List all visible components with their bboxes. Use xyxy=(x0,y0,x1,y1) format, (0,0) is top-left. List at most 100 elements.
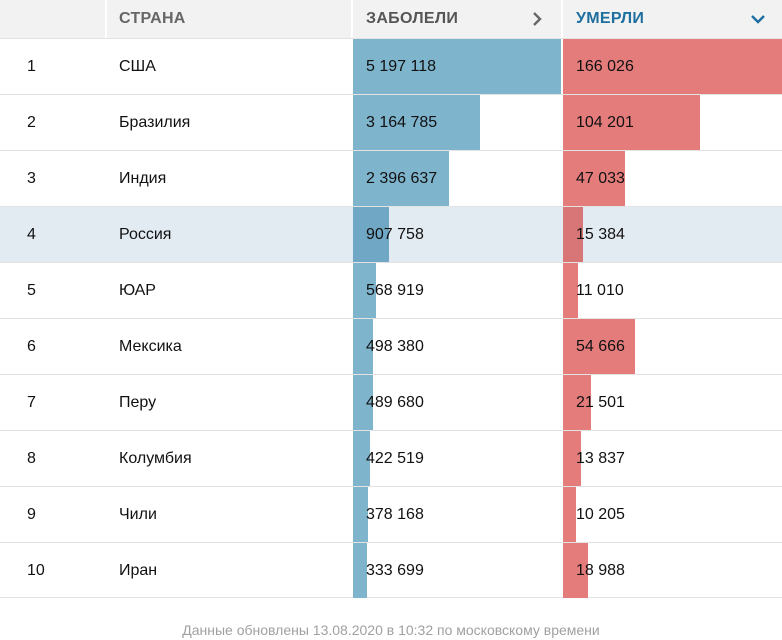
cases-bar xyxy=(353,151,449,206)
table-row: 3 Индия 2 396 637 47 033 xyxy=(0,150,782,206)
cases-bar xyxy=(353,375,373,430)
country-cell: Чили xyxy=(119,505,157,523)
deaths-value: 18 988 xyxy=(576,561,625,579)
cases-cell: 378 168 xyxy=(353,487,561,542)
cases-cell: 907 758 xyxy=(353,207,561,262)
rank-cell: 10 xyxy=(27,561,45,579)
country-cell: Мексика xyxy=(119,337,182,355)
cases-value: 333 699 xyxy=(366,561,424,579)
deaths-bar xyxy=(563,375,591,430)
country-cell: ЮАР xyxy=(119,281,156,299)
cases-value: 568 919 xyxy=(366,281,424,299)
cases-bar xyxy=(353,543,367,598)
deaths-sort-header[interactable]: УМЕРЛИ xyxy=(563,0,782,38)
cases-value: 378 168 xyxy=(366,505,424,523)
cases-cell: 5 197 118 xyxy=(353,39,561,94)
update-note: Данные обновлены 13.08.2020 в 10:32 по м… xyxy=(182,622,600,638)
deaths-bar xyxy=(563,431,581,486)
deaths-cell: 104 201 xyxy=(563,95,782,150)
cases-bar xyxy=(353,431,370,486)
cases-value: 489 680 xyxy=(366,393,424,411)
cases-value: 2 396 637 xyxy=(366,169,438,187)
deaths-value: 54 666 xyxy=(576,337,625,355)
country-cell: Колумбия xyxy=(119,449,192,467)
rank-cell: 1 xyxy=(27,57,36,75)
deaths-bar xyxy=(563,207,583,262)
cases-sort-header[interactable]: ЗАБОЛЕЛИ xyxy=(353,0,561,38)
deaths-value: 21 501 xyxy=(576,393,625,411)
country-cell: Индия xyxy=(119,169,167,187)
country-cell: Иран xyxy=(119,561,158,579)
deaths-header-label: УМЕРЛИ xyxy=(576,10,645,27)
deaths-cell: 11 010 xyxy=(563,263,782,318)
cases-header-label: ЗАБОЛЕЛИ xyxy=(366,10,459,27)
deaths-value: 13 837 xyxy=(576,449,625,467)
cases-cell: 2 396 637 xyxy=(353,151,561,206)
deaths-bar xyxy=(563,39,782,94)
rank-cell: 6 xyxy=(27,337,36,355)
country-cell: Перу xyxy=(119,393,157,411)
deaths-bar xyxy=(563,151,625,206)
cases-value: 3 164 785 xyxy=(366,113,438,131)
cases-bar xyxy=(353,95,480,150)
deaths-cell: 54 666 xyxy=(563,319,782,374)
cases-bar xyxy=(353,207,389,262)
deaths-bar xyxy=(563,543,588,598)
deaths-value: 104 201 xyxy=(576,113,634,131)
cases-bar xyxy=(353,487,368,542)
table-row: 2 Бразилия 3 164 785 104 201 xyxy=(0,94,782,150)
cases-bar xyxy=(353,39,561,94)
cases-cell: 422 519 xyxy=(353,431,561,486)
country-cell: Бразилия xyxy=(119,113,191,131)
covid-stats-table: СТРАНА ЗАБОЛЕЛИ УМЕРЛИ 1 США 5 197 118 166 … xyxy=(0,0,782,598)
table-row: 9 Чили 378 168 10 205 xyxy=(0,486,782,542)
table-row: 4 Россия 907 758 15 384 xyxy=(0,206,782,262)
cases-cell: 498 380 xyxy=(353,319,561,374)
chevron-right-icon[interactable] xyxy=(527,9,547,29)
deaths-value: 166 026 xyxy=(576,57,634,75)
country-cell: Россия xyxy=(119,225,172,243)
deaths-cell: 10 205 xyxy=(563,487,782,542)
deaths-cell: 13 837 xyxy=(563,431,782,486)
rank-cell: 3 xyxy=(27,169,36,187)
country-header: СТРАНА xyxy=(107,0,351,38)
deaths-cell: 47 033 xyxy=(563,151,782,206)
rank-header xyxy=(0,0,105,38)
table-row: 6 Мексика 498 380 54 666 xyxy=(0,318,782,374)
chevron-down-icon[interactable] xyxy=(748,9,768,29)
table-row: 1 США 5 197 118 166 026 xyxy=(0,38,782,94)
cases-cell: 489 680 xyxy=(353,375,561,430)
rank-cell: 9 xyxy=(27,505,36,523)
cases-cell: 568 919 xyxy=(353,263,561,318)
table-header: СТРАНА ЗАБОЛЕЛИ УМЕРЛИ xyxy=(0,0,782,38)
rank-cell: 5 xyxy=(27,281,36,299)
rank-cell: 4 xyxy=(27,225,36,243)
rank-cell: 8 xyxy=(27,449,36,467)
cases-value: 5 197 118 xyxy=(366,57,436,75)
deaths-value: 10 205 xyxy=(576,505,625,523)
deaths-bar xyxy=(563,95,700,150)
deaths-value: 47 033 xyxy=(576,169,625,187)
cases-value: 498 380 xyxy=(366,337,424,355)
cases-bar xyxy=(353,263,376,318)
deaths-value: 11 010 xyxy=(576,281,624,299)
deaths-bar xyxy=(563,263,578,318)
table-row: 5 ЮАР 568 919 11 010 xyxy=(0,262,782,318)
deaths-bar xyxy=(563,487,576,542)
cases-cell: 3 164 785 xyxy=(353,95,561,150)
cases-bar xyxy=(353,319,373,374)
table-body: 1 США 5 197 118 166 026 2 Бразилия 3 164 785 10… xyxy=(0,38,782,598)
deaths-cell: 18 988 xyxy=(563,543,782,598)
deaths-cell: 21 501 xyxy=(563,375,782,430)
country-cell: США xyxy=(119,57,156,75)
rank-cell: 2 xyxy=(27,113,36,131)
cases-cell: 333 699 xyxy=(353,543,561,598)
deaths-cell: 15 384 xyxy=(563,207,782,262)
deaths-cell: 166 026 xyxy=(563,39,782,94)
cases-value: 422 519 xyxy=(366,449,424,467)
deaths-bar xyxy=(563,319,635,374)
table-row: 8 Колумбия 422 519 13 837 xyxy=(0,430,782,486)
table-row: 7 Перу 489 680 21 501 xyxy=(0,374,782,430)
country-header-label: СТРАНА xyxy=(119,10,186,27)
rank-cell: 7 xyxy=(27,393,36,411)
